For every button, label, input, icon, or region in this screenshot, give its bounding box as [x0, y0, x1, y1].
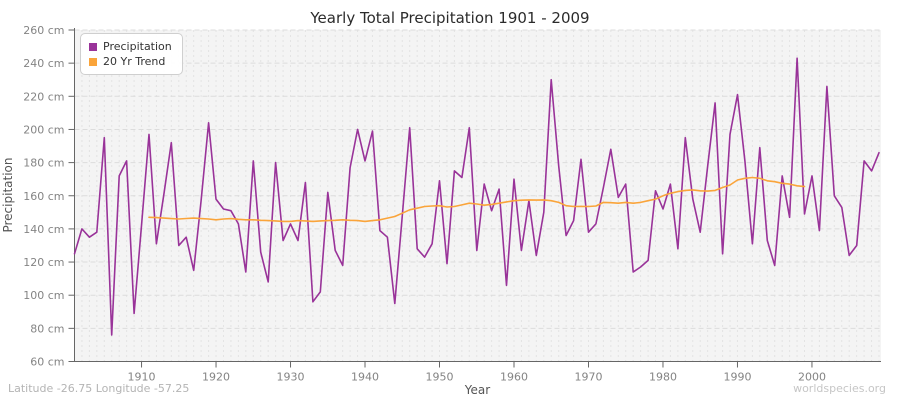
x-tick-label: 1940 — [351, 371, 379, 384]
y-tick-label: 160 cm — [23, 190, 64, 203]
trend-line — [148, 176, 806, 223]
trend-swatch-icon — [89, 57, 97, 66]
y-tick-label: 240 cm — [23, 57, 64, 70]
legend: Precipitation 20 Yr Trend — [80, 33, 183, 75]
x-tick-label: 1930 — [277, 371, 305, 384]
coordinates-label: Latitude -26.75 Longitude -57.25 — [8, 382, 190, 395]
y-tick-label: 80 cm — [30, 322, 64, 335]
y-tick-label: 100 cm — [23, 289, 64, 302]
y-tick-label: 120 cm — [23, 256, 64, 269]
y-tick-label: 220 cm — [23, 90, 64, 103]
y-tick-label: 140 cm — [23, 223, 64, 236]
x-tick-label: 1920 — [202, 371, 230, 384]
x-tick-label: 1990 — [723, 371, 751, 384]
precipitation-swatch-icon — [89, 42, 97, 51]
y-tick-label: 200 cm — [23, 123, 64, 136]
y-tick-label: 60 cm — [30, 356, 64, 369]
x-tick-label: 1980 — [649, 371, 677, 384]
legend-item-precipitation: Precipitation — [89, 39, 172, 54]
x-axis-title: Year — [464, 383, 491, 397]
watermark: worldspecies.org — [793, 382, 886, 395]
x-tick-label: 1910 — [128, 371, 156, 384]
x-tick-label: 1970 — [574, 371, 602, 384]
y-tick-label: 260 cm — [23, 24, 64, 37]
x-tick-label: 2000 — [798, 371, 826, 384]
x-tick-label: 1960 — [500, 371, 528, 384]
legend-label-trend: 20 Yr Trend — [103, 55, 166, 68]
legend-label-precipitation: Precipitation — [103, 40, 172, 53]
y-tick-label: 180 cm — [23, 157, 64, 170]
legend-item-trend: 20 Yr Trend — [89, 54, 172, 69]
x-tick-label: 1950 — [426, 371, 454, 384]
y-axis-title: Precipitation — [1, 157, 15, 233]
chart-title: Yearly Total Precipitation 1901 - 2009 — [310, 9, 590, 27]
precipitation-line — [73, 57, 880, 336]
